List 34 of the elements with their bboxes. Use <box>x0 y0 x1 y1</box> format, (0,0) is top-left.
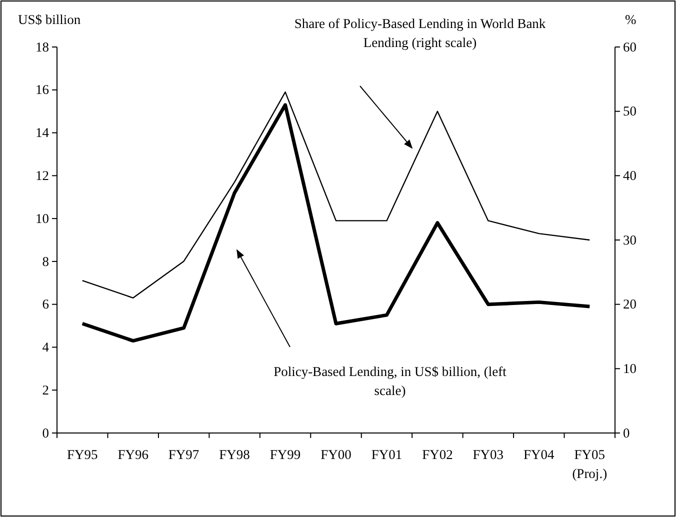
x-tick-label: FY95 <box>66 447 98 462</box>
y2-tick-label: 10 <box>623 360 637 376</box>
x-tick-label: FY97 <box>168 447 200 462</box>
x-tick-label: FY05 (Proj.) <box>572 447 608 481</box>
annotation: Policy-Based Lending, in US$ billion, (left scale) <box>274 364 507 398</box>
y-tick-label: 2 <box>42 382 49 398</box>
x-tick-label: FY00 <box>320 447 352 462</box>
x-tick-label: FY04 <box>524 447 555 462</box>
y-axis-title: US$ billion <box>18 12 81 27</box>
y-tick-label: 18 <box>36 39 50 54</box>
y2-tick-label: 20 <box>623 296 637 312</box>
x-tick-label: FY98 <box>219 447 250 462</box>
y2-tick-label: 40 <box>623 168 637 183</box>
y-tick-label: 10 <box>36 210 50 226</box>
x-tick-label: FY99 <box>270 447 301 462</box>
y-tick-label: 14 <box>36 125 50 140</box>
line-series <box>82 91 590 298</box>
y2-axis-title: % <box>625 12 636 27</box>
x-tick-label: FY02 <box>422 447 453 462</box>
x-tick-label: FY01 <box>371 447 402 462</box>
y2-tick-label: 50 <box>623 104 637 119</box>
y-tick-label: 12 <box>36 168 49 183</box>
x-tick-label: FY96 <box>118 447 149 462</box>
y-tick-label: 6 <box>42 296 50 312</box>
y-tick-label: 4 <box>42 340 50 355</box>
y2-tick-label: 30 <box>623 232 637 248</box>
annotation: Share of Policy-Based Lending in World Bank Lending (right scale) <box>294 16 546 50</box>
line-series <box>80 103 592 343</box>
y2-tick-label: 60 <box>623 39 637 54</box>
x-tick-label: FY03 <box>472 447 504 462</box>
y-tick-label: 16 <box>36 82 50 98</box>
y-tick-label: 0 <box>42 425 50 440</box>
y-tick-label: 8 <box>42 254 50 269</box>
y2-tick-label: 0 <box>623 425 630 440</box>
